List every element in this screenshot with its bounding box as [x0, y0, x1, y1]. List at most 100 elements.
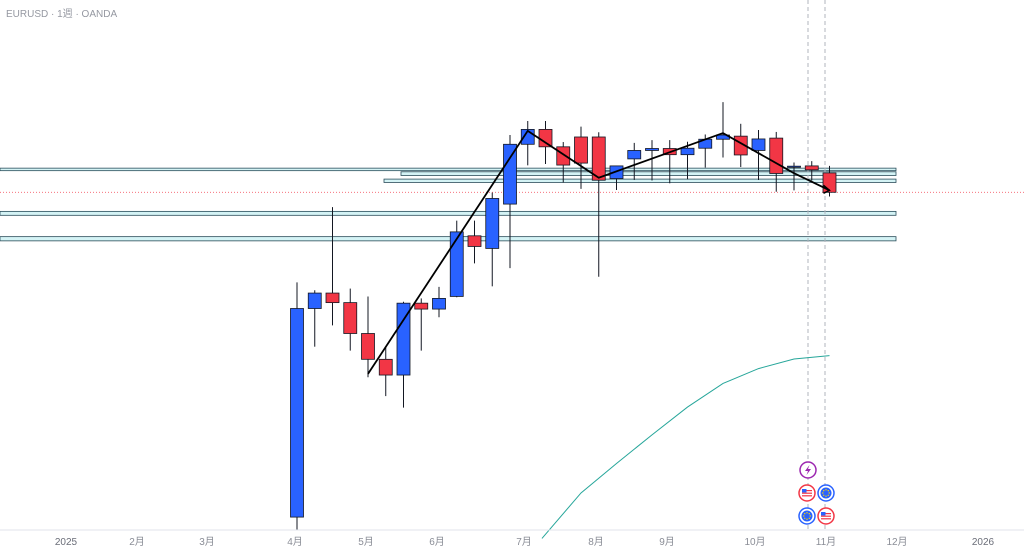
candle[interactable]	[645, 140, 659, 181]
candle[interactable]	[520, 120, 535, 166]
candle-body	[378, 358, 393, 376]
flag-stripe	[821, 513, 831, 515]
candle[interactable]	[787, 162, 801, 191]
zone-rectangle[interactable]	[400, 171, 897, 176]
moving-average-layer	[541, 355, 830, 539]
flag-star	[809, 515, 811, 517]
flag-stripe	[802, 495, 812, 497]
x-axis-tick-label: 6月	[429, 536, 445, 548]
flag-stripe	[821, 515, 831, 517]
lightning-icon[interactable]	[799, 461, 817, 479]
x-axis-tick-label: 2月	[129, 536, 145, 548]
zone-rectangle[interactable]	[383, 178, 897, 183]
candle[interactable]	[503, 135, 517, 269]
vertical-lines-layer	[807, 0, 826, 530]
candle[interactable]	[361, 296, 375, 378]
candle-body	[290, 308, 304, 518]
candle-body	[503, 143, 517, 205]
candle[interactable]	[378, 347, 393, 397]
candle[interactable]	[449, 220, 464, 298]
x-axis-tick-label: 9月	[659, 536, 675, 548]
flag-star	[825, 495, 827, 497]
candle[interactable]	[751, 129, 766, 180]
us-flag-icon[interactable]	[798, 484, 816, 502]
us-flag-icon[interactable]	[817, 507, 835, 525]
candle[interactable]	[662, 140, 677, 184]
candle[interactable]	[716, 102, 730, 158]
trend-zigzag-line[interactable]	[367, 129, 830, 375]
trend-arrowhead	[823, 184, 831, 194]
trend-line-layer	[367, 129, 831, 375]
x-axis-tick-label: 7月	[516, 536, 532, 548]
candle-body	[804, 165, 819, 171]
candle-body	[467, 235, 482, 247]
candle-body	[449, 231, 464, 297]
flag-star	[827, 490, 829, 492]
chart-title: EURUSD · 1週 · OANDA	[6, 9, 118, 20]
x-axis-tick-label: 12月	[886, 536, 907, 548]
candle[interactable]	[343, 288, 358, 351]
flag-star	[803, 515, 805, 517]
candle-body	[769, 137, 784, 174]
flag-star	[827, 494, 829, 496]
candle-body	[538, 129, 553, 148]
candle-body	[343, 302, 358, 334]
candle-body	[574, 136, 588, 164]
flag-canton	[821, 512, 826, 516]
candle[interactable]	[574, 126, 588, 189]
candle[interactable]	[591, 132, 606, 277]
candle[interactable]	[414, 298, 429, 351]
candle-body	[751, 138, 766, 151]
candle[interactable]	[307, 290, 322, 347]
zone-rectangle[interactable]	[0, 210, 897, 216]
flag-star	[806, 512, 808, 514]
candle[interactable]	[467, 220, 482, 264]
candle[interactable]	[325, 207, 340, 326]
candle-body	[307, 292, 322, 309]
candle[interactable]	[290, 282, 304, 530]
candle-body	[432, 298, 446, 310]
candle[interactable]	[556, 142, 571, 183]
candle[interactable]	[396, 301, 411, 408]
candle-body	[556, 146, 571, 166]
zone-rectangle[interactable]	[0, 236, 897, 242]
lightning-glyph	[805, 465, 811, 475]
candle[interactable]	[485, 192, 500, 287]
flag-star	[822, 492, 824, 494]
candle[interactable]	[804, 161, 819, 181]
candle-body	[361, 333, 375, 360]
x-axis-tick-label: 10月	[744, 536, 765, 548]
eu-flag-icon[interactable]	[798, 507, 816, 525]
event-markers-layer	[798, 461, 835, 525]
zone-rectangle[interactable]	[0, 167, 897, 172]
flag-star	[825, 489, 827, 491]
candle[interactable]	[432, 286, 446, 318]
flag-star	[804, 513, 806, 515]
flag-star	[823, 494, 825, 496]
candle-body	[591, 136, 606, 181]
candle-body	[414, 302, 429, 310]
flag-stripe	[802, 492, 812, 494]
eu-flag-icon[interactable]	[817, 484, 835, 502]
x-axis: 2025 2月 3月 4月 5月 6月 7月 8月 9月 10月 11月 12月 2026	[0, 529, 1024, 548]
zones-layer	[0, 167, 897, 242]
candle-body	[645, 148, 659, 151]
candle[interactable]	[680, 141, 695, 180]
flag-star	[828, 492, 830, 494]
flag-stripe	[802, 490, 812, 492]
candle-body	[485, 198, 500, 249]
candles-layer	[290, 102, 837, 530]
flag-canton	[802, 489, 807, 493]
moving-average-line[interactable]	[541, 355, 830, 539]
flag-star	[804, 517, 806, 519]
x-axis-tick-label: 2025	[55, 537, 78, 548]
x-axis-tick-label: 3月	[199, 536, 215, 548]
flag-stripe	[821, 518, 831, 520]
x-axis-tick-label: 2026	[972, 537, 995, 548]
candle-body	[325, 292, 340, 304]
candle[interactable]	[627, 142, 642, 180]
flag-star	[808, 517, 810, 519]
candle-body	[627, 150, 642, 160]
